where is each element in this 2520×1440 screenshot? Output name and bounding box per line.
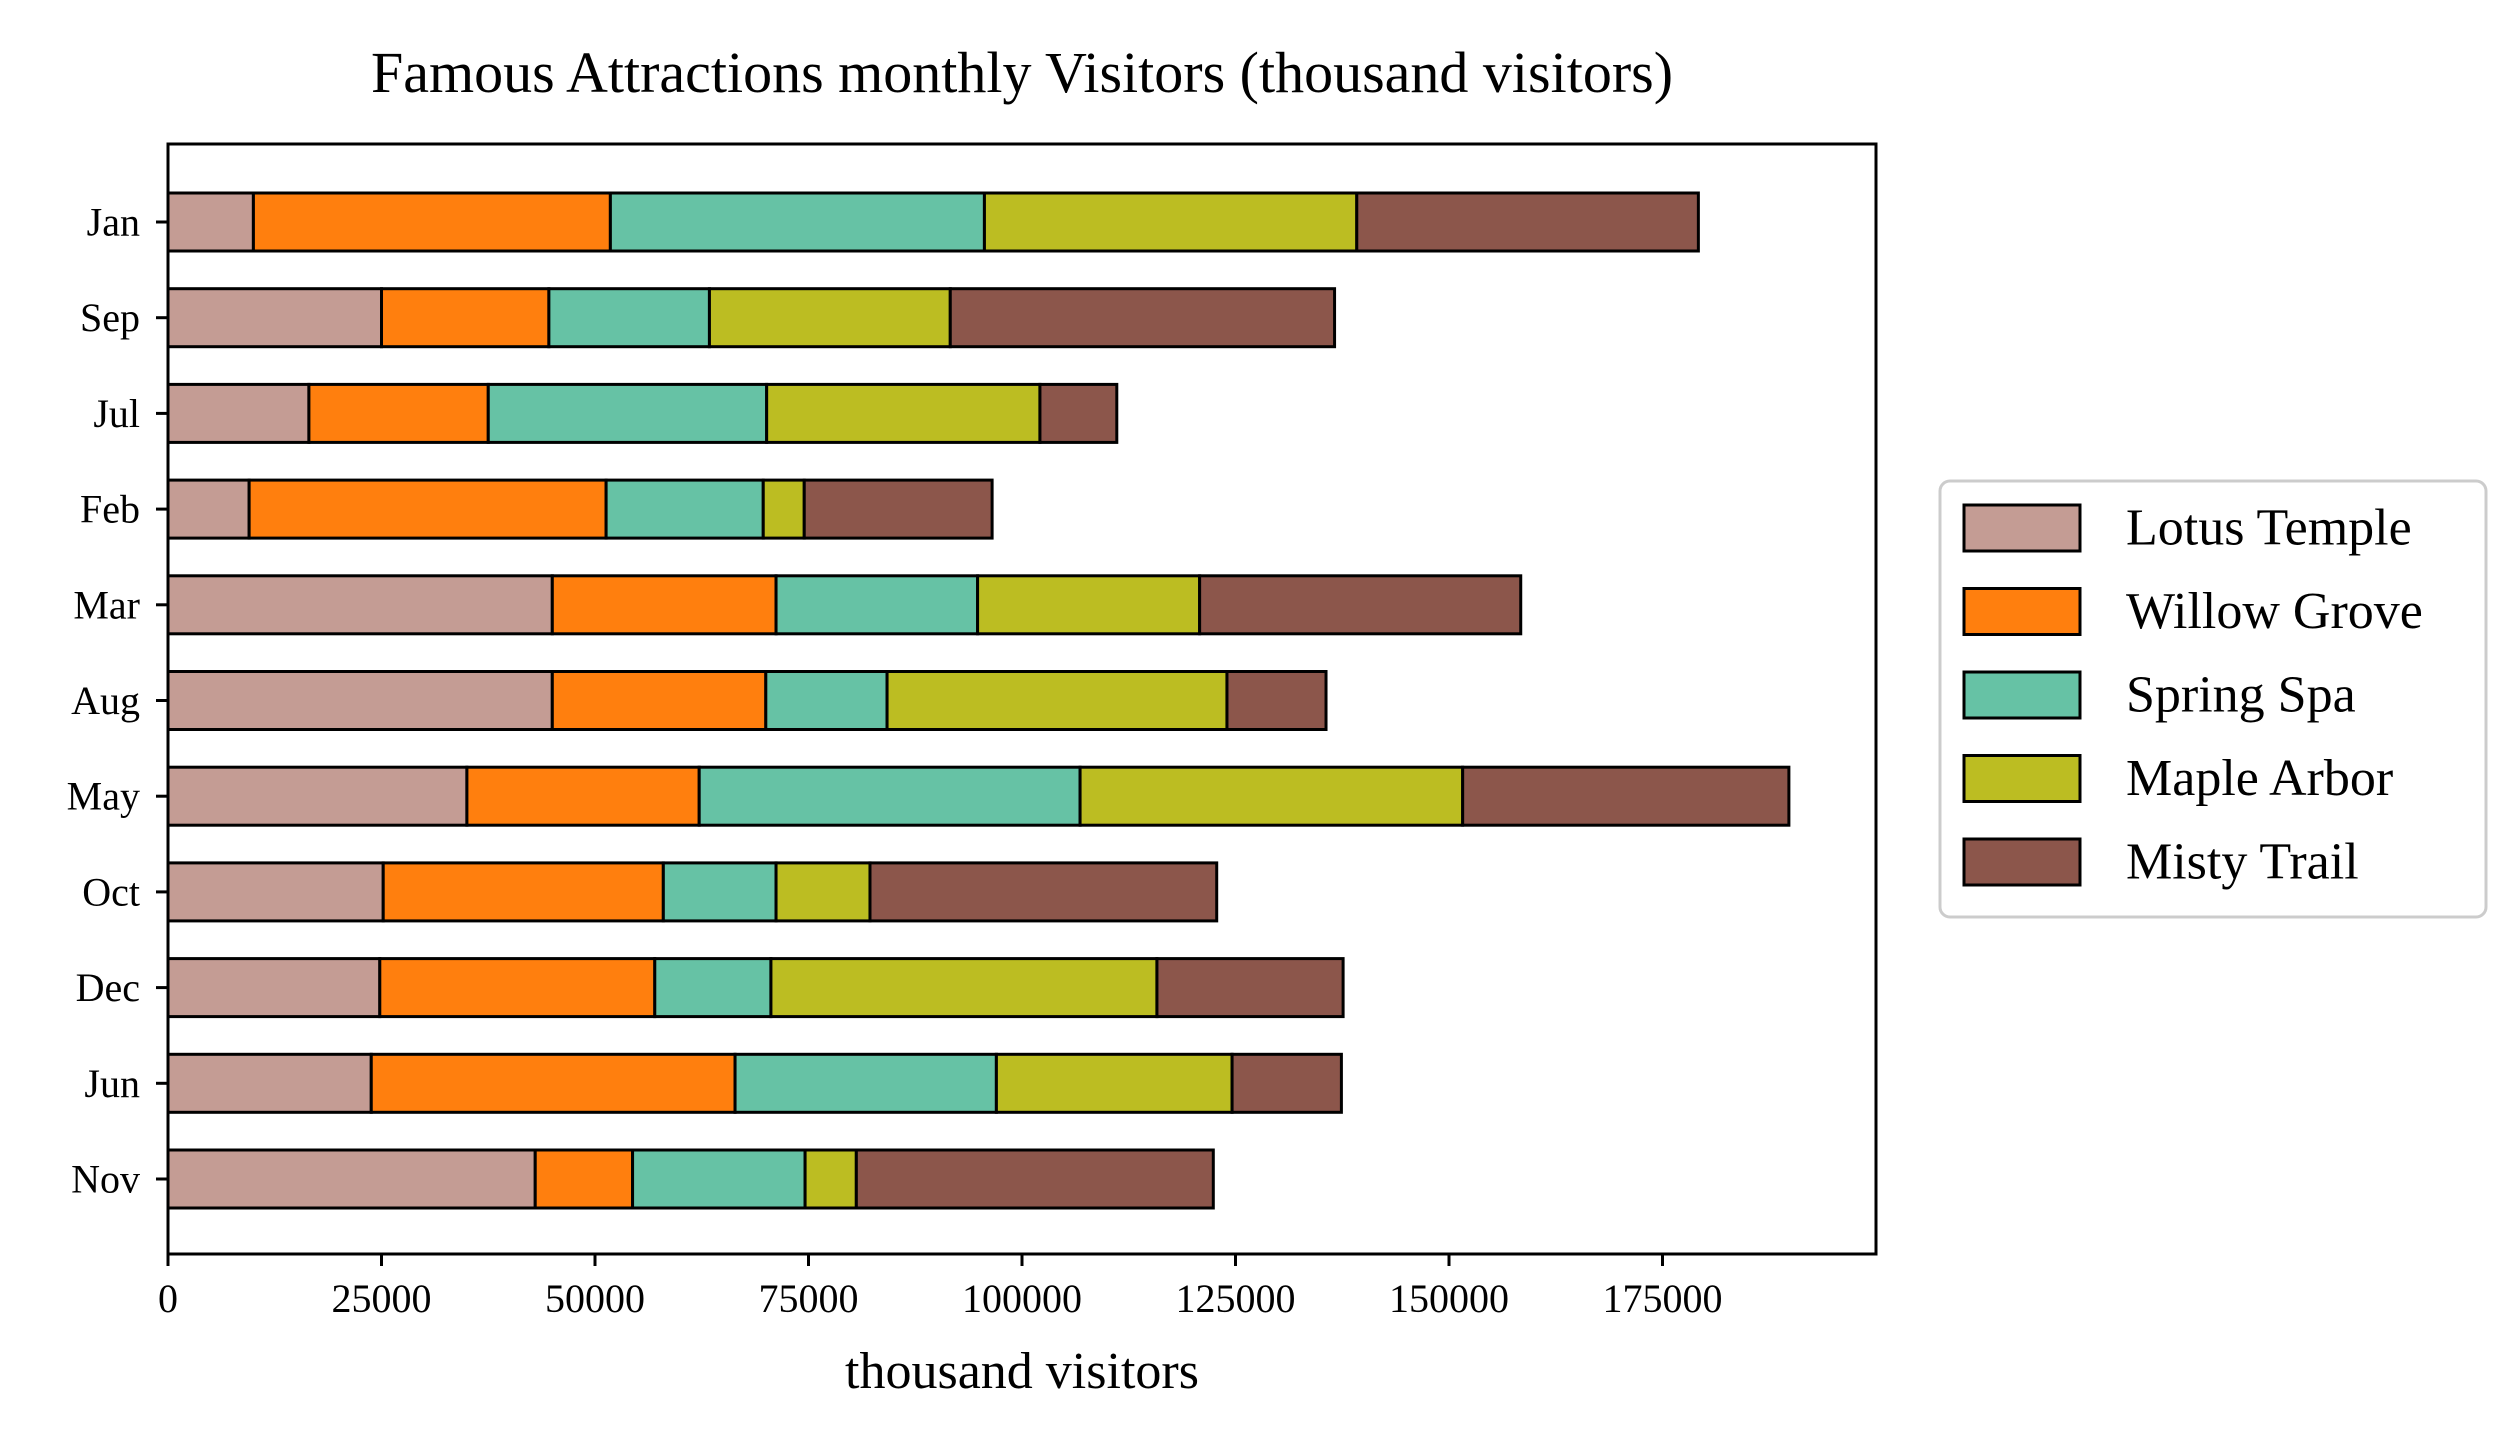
- bar-mar-misty-trail: [1198, 574, 1523, 636]
- bar-nov-lotus-temple: [166, 1148, 537, 1210]
- bar-jun-lotus-temple: [166, 1052, 373, 1114]
- bar-oct-willow-grove: [381, 861, 665, 923]
- x-tick-label: 175000: [1603, 1276, 1723, 1321]
- bar-sep-lotus-temple: [166, 287, 383, 349]
- y-tick-label: Nov: [71, 1157, 140, 1202]
- bar-jan-misty-trail: [1355, 191, 1700, 253]
- bar-jan-maple-arbor: [982, 191, 1359, 253]
- bar-nov-willow-grove: [533, 1148, 635, 1210]
- x-axis-ticks: 0 25000 50000 75000 100000 125000 150000 175000: [158, 1254, 1723, 1321]
- bar-nov-misty-trail: [854, 1148, 1215, 1210]
- bar-dec-maple-arbor: [769, 957, 1159, 1019]
- x-axis-label: thousand visitors: [845, 1343, 1199, 1400]
- bar-jul-willow-grove: [307, 382, 490, 444]
- y-tick-label: Sep: [80, 295, 140, 340]
- bar-mar-maple-arbor: [976, 574, 1202, 636]
- bar-feb-lotus-temple: [166, 478, 251, 540]
- bar-dec-misty-trail: [1155, 957, 1345, 1019]
- bar-jul-misty-trail: [1038, 382, 1119, 444]
- chart-title: Famous Attractions monthly Visitors (tho…: [371, 40, 1673, 105]
- bar-jun-spring-spa: [733, 1052, 998, 1114]
- legend-swatch-spring-spa: [1962, 670, 2082, 720]
- bar-may-spring-spa: [697, 765, 1082, 827]
- bar-feb-willow-grove: [247, 478, 608, 540]
- x-tick-label: 50000: [545, 1276, 645, 1321]
- bar-jun-willow-grove: [369, 1052, 737, 1114]
- plot-area: Jan Sep Jul Feb Mar Aug May Oct Dec Jun Nov 0 25000…: [67, 142, 1878, 1321]
- y-tick-label: Jul: [93, 391, 140, 436]
- bar-mar-lotus-temple: [166, 574, 554, 636]
- bar-may-maple-arbor: [1078, 765, 1465, 827]
- bar-sep-willow-grove: [380, 287, 551, 349]
- bar-may-misty-trail: [1461, 765, 1791, 827]
- x-tick-label: 125000: [1176, 1276, 1296, 1321]
- bar-aug-lotus-temple: [166, 670, 554, 731]
- bar-feb-misty-trail: [802, 478, 994, 540]
- bar-aug-misty-trail: [1225, 670, 1328, 731]
- legend-label-misty-trail: Misty Trail: [2126, 834, 2359, 891]
- bar-jul-maple-arbor: [765, 382, 1042, 444]
- x-tick-label: 75000: [759, 1276, 859, 1321]
- y-tick-label: Jun: [84, 1061, 140, 1106]
- bar-dec-willow-grove: [378, 957, 657, 1019]
- x-tick-label: 0: [158, 1276, 178, 1321]
- legend-swatch-maple-arbor: [1962, 754, 2082, 803]
- x-tick-label: 25000: [332, 1276, 432, 1321]
- y-tick-label: Mar: [73, 582, 140, 627]
- legend-label-lotus-temple: Lotus Temple: [2126, 500, 2412, 557]
- y-tick-label: Dec: [76, 965, 140, 1010]
- bar-nov-spring-spa: [631, 1148, 807, 1210]
- legend-swatch-lotus-temple: [1962, 503, 2082, 553]
- bar-aug-maple-arbor: [885, 670, 1229, 731]
- bar-jun-maple-arbor: [994, 1052, 1234, 1114]
- legend-swatch-misty-trail: [1962, 837, 2082, 887]
- bar-oct-spring-spa: [661, 861, 778, 923]
- y-tick-label: Aug: [71, 678, 140, 723]
- bar-mar-willow-grove: [550, 574, 778, 636]
- bar-feb-spring-spa: [604, 478, 765, 540]
- legend-items: Lotus Temple Willow Grove Spring Spa Maple …: [1962, 500, 2423, 891]
- bar-oct-maple-arbor: [774, 861, 872, 923]
- bar-jan-spring-spa: [608, 191, 986, 253]
- bar-sep-misty-trail: [948, 287, 1337, 349]
- y-tick-label: Oct: [82, 869, 140, 914]
- x-tick-label: 150000: [1389, 1276, 1509, 1321]
- bars-group: [166, 191, 1791, 1210]
- bar-aug-willow-grove: [550, 670, 768, 731]
- bar-dec-lotus-temple: [166, 957, 382, 1019]
- bar-oct-lotus-temple: [166, 861, 385, 923]
- bar-sep-spring-spa: [547, 287, 711, 349]
- bar-jun-misty-trail: [1230, 1052, 1343, 1114]
- y-axis-ticks: Jan Sep Jul Feb Mar Aug May Oct Dec Jun Nov: [67, 200, 168, 1202]
- legend-label-willow-grove: Willow Grove: [2126, 583, 2423, 640]
- bar-mar-spring-spa: [774, 574, 980, 636]
- x-tick-label: 100000: [962, 1276, 1082, 1321]
- legend-label-maple-arbor: Maple Arbor: [2126, 750, 2393, 807]
- y-tick-label: May: [67, 774, 140, 819]
- bar-dec-spring-spa: [653, 957, 773, 1019]
- y-tick-label: Feb: [80, 487, 140, 532]
- bar-may-willow-grove: [465, 765, 701, 827]
- y-tick-label: Jan: [87, 200, 140, 245]
- bar-sep-maple-arbor: [707, 287, 952, 349]
- bar-may-lotus-temple: [166, 765, 469, 827]
- bar-oct-misty-trail: [868, 861, 1219, 923]
- legend: Lotus Temple Willow Grove Spring Spa Maple …: [1938, 479, 2488, 919]
- bar-nov-maple-arbor: [803, 1148, 858, 1210]
- bar-jan-willow-grove: [251, 191, 612, 253]
- bar-jul-spring-spa: [486, 382, 769, 444]
- legend-swatch-willow-grove: [1962, 587, 2082, 636]
- bar-aug-spring-spa: [764, 670, 889, 731]
- bar-jan-lotus-temple: [166, 191, 255, 253]
- legend-label-spring-spa: Spring Spa: [2126, 667, 2356, 724]
- bar-feb-maple-arbor: [761, 478, 806, 540]
- bar-jul-lotus-temple: [166, 382, 311, 444]
